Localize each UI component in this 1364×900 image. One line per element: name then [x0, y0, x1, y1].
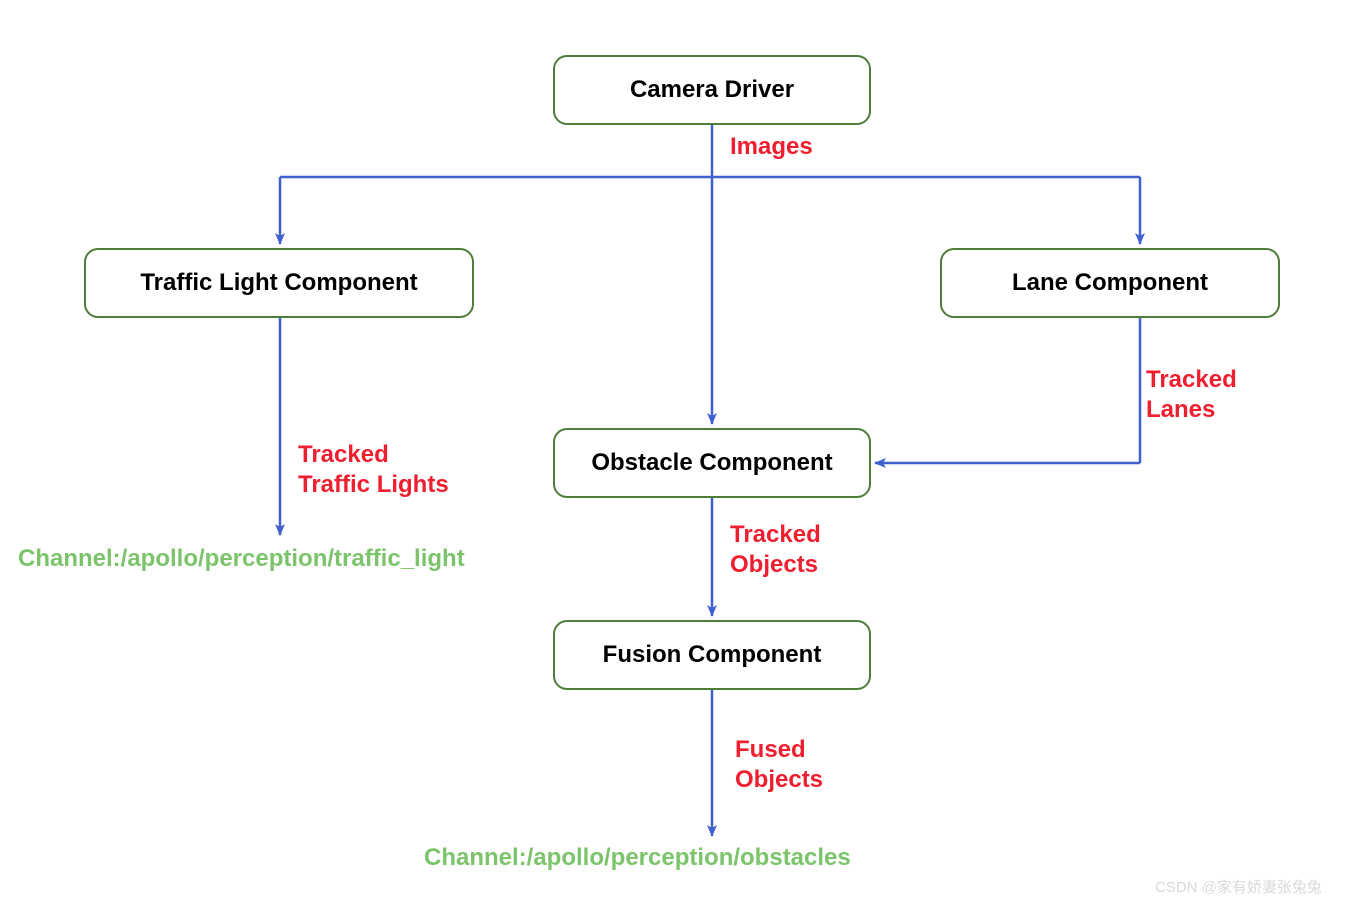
edge-label-tracked-lanes: Tracked Lanes: [1146, 365, 1237, 425]
edge-label-images: Images: [730, 133, 813, 161]
node-fusion: Fusion Component: [553, 620, 871, 690]
node-obstacle: Obstacle Component: [553, 428, 871, 498]
channel-traffic-light: Channel:/apollo/perception/traffic_light: [18, 545, 465, 573]
edge-label-fused-objects: Fused Objects: [735, 735, 823, 795]
node-camera-driver: Camera Driver: [553, 55, 871, 125]
watermark: CSDN @家有娇妻张兔兔: [1155, 876, 1322, 897]
channel-obstacles: Channel:/apollo/perception/obstacles: [424, 844, 851, 872]
edge-label-tracked-objects: Tracked Objects: [730, 520, 821, 580]
edge-label-tracked-lights: Tracked Traffic Lights: [298, 440, 449, 500]
node-traffic-light: Traffic Light Component: [84, 248, 474, 318]
node-lane: Lane Component: [940, 248, 1280, 318]
